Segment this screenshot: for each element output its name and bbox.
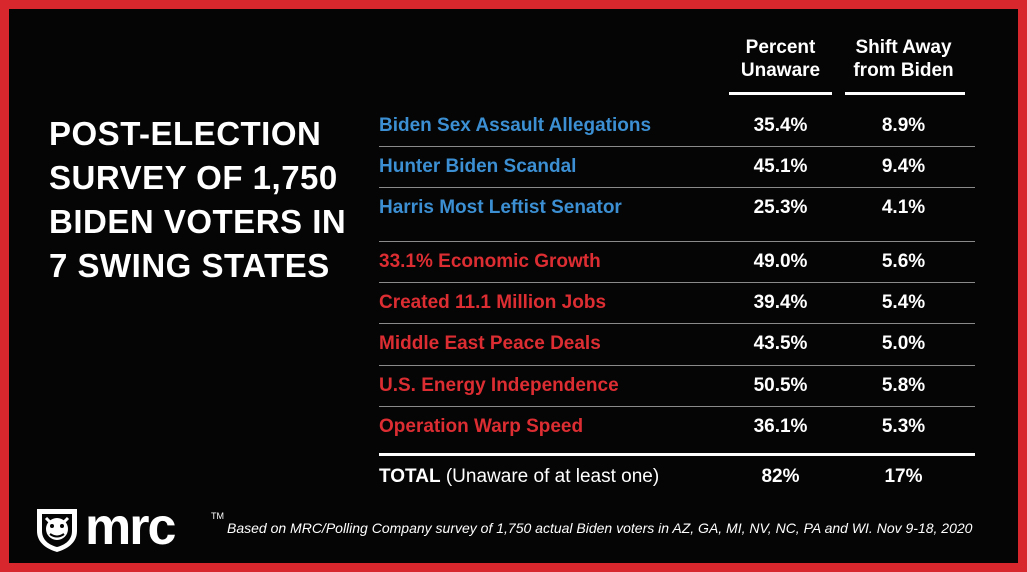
row-label: U.S. Energy Independence	[379, 375, 619, 396]
row-divider	[379, 406, 975, 407]
bulldog-shield-icon	[37, 509, 77, 552]
row-label: Hunter Biden Scandal	[379, 156, 577, 177]
row-divider	[379, 365, 975, 366]
table-row: Biden Sex Assault Allegations 35.4% 8.9%	[379, 105, 975, 146]
graphic-frame: POST-ELECTION SURVEY OF 1,750 BIDEN VOTE…	[9, 9, 1018, 563]
percent-unaware-value: 35.4%	[753, 115, 808, 136]
shift-away-value: 5.4%	[881, 292, 926, 313]
table-row: Harris Most Leftist Senator 25.3% 4.1%	[379, 187, 975, 228]
table-row: Hunter Biden Scandal 45.1% 9.4%	[379, 146, 975, 187]
shift-away-value: 8.9%	[881, 115, 926, 136]
percent-unaware-value: 39.4%	[753, 292, 808, 313]
table-row: Created 11.1 Million Jobs 39.4% 5.4%	[379, 282, 975, 323]
table-row: Middle East Peace Deals 43.5% 5.0%	[379, 323, 975, 364]
row-label: 33.1% Economic Growth	[379, 251, 601, 272]
percent-unaware-value: 25.3%	[753, 197, 808, 218]
table-row: 33.1% Economic Growth 49.0% 5.6%	[379, 241, 975, 282]
total-label-bold: TOTAL	[379, 466, 441, 487]
row-divider	[379, 146, 975, 147]
column-header-line: from Biden	[853, 60, 954, 81]
row-divider	[379, 323, 975, 324]
mrc-logo: mrc TM	[33, 498, 233, 556]
percent-unaware-value: 49.0%	[753, 251, 808, 272]
column-header-shift-away: Shift Away from Biden	[840, 36, 967, 82]
row-label: Harris Most Leftist Senator	[379, 197, 622, 218]
total-row: TOTAL (Unaware of at least one) 82% 17%	[379, 456, 975, 497]
row-label: Operation Warp Speed	[379, 416, 584, 437]
logo-text: mrc	[85, 498, 176, 556]
shift-away-value: 5.0%	[881, 333, 926, 354]
shift-away-value: 5.3%	[881, 416, 926, 437]
percent-unaware-value: 45.1%	[753, 156, 808, 177]
header-underline	[845, 92, 965, 95]
shift-away-value: 5.6%	[881, 251, 926, 272]
row-label: Middle East Peace Deals	[379, 333, 601, 354]
percent-unaware-value: 50.5%	[753, 375, 808, 396]
trademark-mark: TM	[211, 511, 224, 521]
page-title: POST-ELECTION SURVEY OF 1,750 BIDEN VOTE…	[49, 115, 347, 284]
row-divider	[379, 241, 975, 242]
row-label: Created 11.1 Million Jobs	[379, 292, 607, 313]
total-label: TOTAL (Unaware of at least one)	[379, 456, 659, 497]
percent-unaware-value: 43.5%	[753, 333, 808, 354]
row-divider	[379, 282, 975, 283]
column-header-line: Unaware	[740, 60, 821, 81]
header-underline	[729, 92, 832, 95]
shift-away-value: 5.8%	[881, 375, 926, 396]
table-row: U.S. Energy Independence 50.5% 5.8%	[379, 365, 975, 406]
table-row: Operation Warp Speed 36.1% 5.3%	[379, 406, 975, 447]
shift-away-value: 4.1%	[881, 197, 926, 218]
shift-away-value: 9.4%	[881, 156, 926, 177]
column-header-line: Shift Away	[855, 37, 952, 58]
total-divider	[379, 453, 975, 456]
total-percent-unaware: 82%	[761, 466, 800, 487]
total-label-rest: (Unaware of at least one)	[440, 466, 660, 487]
row-label: Biden Sex Assault Allegations	[379, 115, 652, 136]
column-header-percent-unaware: Percent Unaware	[729, 36, 832, 82]
column-header-line: Percent	[745, 37, 816, 58]
percent-unaware-value: 36.1%	[753, 416, 808, 437]
row-divider	[379, 187, 975, 188]
total-shift-away: 17%	[884, 466, 923, 487]
source-footnote: Based on MRC/Polling Company survey of 1…	[227, 520, 973, 536]
